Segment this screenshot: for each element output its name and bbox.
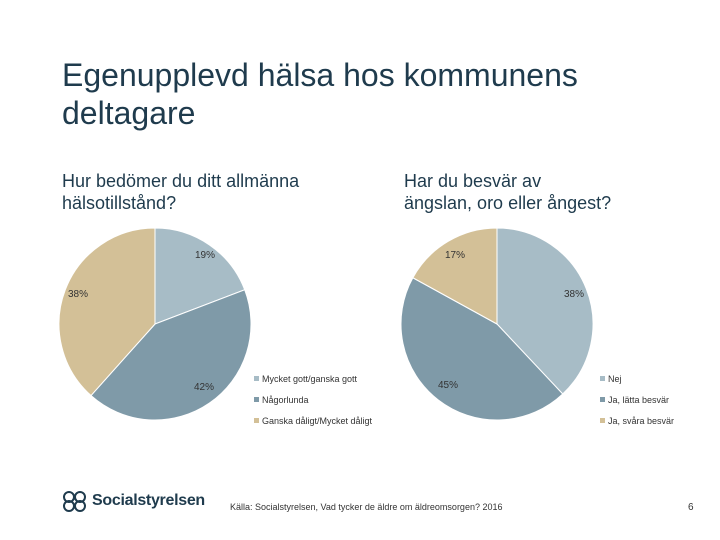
left-chart-question: Hur bedömer du ditt allmänna hälsotillst… <box>62 171 300 213</box>
legend-label: Någorlunda <box>262 395 309 405</box>
pie-slice <box>400 277 564 421</box>
pie-chart-health: 19% 42% 38% Mycket gott/ganska gott Någorlun… <box>58 227 373 426</box>
legend-label: Mycket gott/ganska gott <box>262 374 358 384</box>
pie-slice <box>496 227 594 395</box>
legend-swatch <box>254 418 259 423</box>
pie-slice <box>90 289 252 421</box>
data-label: 45% <box>438 380 458 391</box>
legend-label: Ganska dåligt/Mycket dåligt <box>262 416 373 426</box>
right-chart-question: Har du besvär av ängslan, oro eller ånge… <box>404 171 612 213</box>
pie-slice <box>412 227 498 325</box>
source-note: Källa: Socialstyrelsen, Vad tycker de äl… <box>230 502 503 512</box>
pie-slice <box>154 227 246 325</box>
data-label: 38% <box>68 289 88 300</box>
page-number: 6 <box>688 502 694 513</box>
logo-text: Socialstyrelsen <box>92 492 205 509</box>
data-label: 38% <box>564 289 584 300</box>
pie-chart-anxiety: 38% 45% 17% Nej Ja, lätta besvär Ja, svåra be… <box>400 227 674 426</box>
pie-slice <box>58 227 156 397</box>
slide-title: Egenupplevd hälsa hos kommunens deltagar… <box>62 57 578 131</box>
socialstyrelsen-logo: Socialstyrelsen <box>62 488 205 514</box>
legend-swatch <box>600 376 605 381</box>
legend-swatch <box>254 376 259 381</box>
legend-swatch <box>254 397 259 402</box>
data-label: 17% <box>445 250 465 261</box>
legend-swatch <box>600 397 605 402</box>
legend-label: Ja, lätta besvär <box>608 395 669 405</box>
legend-swatch <box>600 418 605 423</box>
legend-label: Nej <box>608 374 622 384</box>
logo-emblem-icon <box>63 491 86 512</box>
data-label: 19% <box>195 250 215 261</box>
legend-label: Ja, svåra besvär <box>608 416 674 426</box>
data-label: 42% <box>194 382 214 393</box>
